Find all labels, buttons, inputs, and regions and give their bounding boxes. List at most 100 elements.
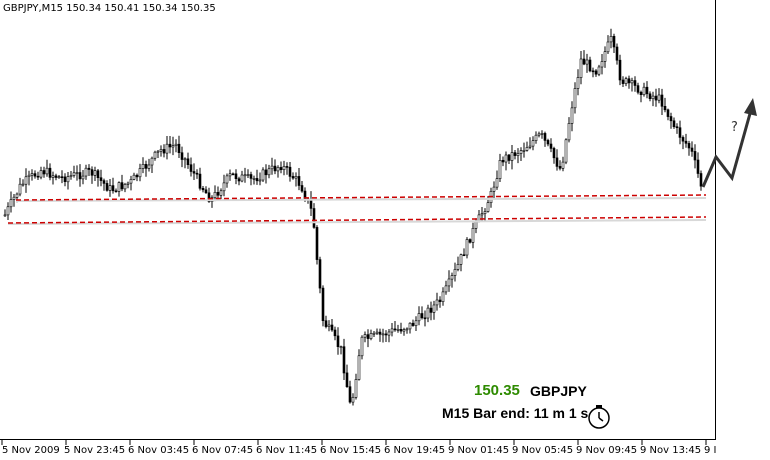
candle-body <box>105 183 109 191</box>
candle-body <box>324 320 328 327</box>
candle-body <box>543 133 547 141</box>
candle-body <box>276 167 280 172</box>
candle-body <box>48 167 52 178</box>
support-line-upper[interactable] <box>15 194 707 201</box>
candle-body <box>264 169 268 176</box>
candle-body <box>174 143 178 146</box>
candle-body <box>261 169 265 181</box>
candle-body <box>441 291 445 302</box>
candle-body <box>129 179 133 184</box>
candle-body <box>198 173 202 189</box>
time-label: 6 Nov 11:45 <box>256 445 318 456</box>
candle-body <box>372 332 376 335</box>
candle-body <box>588 59 592 72</box>
candle-body <box>99 177 103 181</box>
candle-body <box>87 167 91 170</box>
candle-body <box>369 333 373 339</box>
candle-body <box>84 167 88 177</box>
candle-body <box>189 164 193 172</box>
candle-body <box>387 331 391 336</box>
candle-body <box>240 174 244 182</box>
candle-body <box>522 150 526 152</box>
candle-body <box>366 334 370 339</box>
candle-body <box>282 166 286 170</box>
candle-body <box>27 174 31 177</box>
candle-body <box>171 145 175 148</box>
time-label: 9 Nov 09:45 <box>576 445 638 456</box>
question-mark: ? <box>731 120 738 135</box>
candle-body <box>315 227 319 260</box>
candle-body <box>288 166 292 177</box>
candle-body <box>495 178 499 188</box>
candle-body <box>579 58 583 78</box>
chart-header: GBPJPY,M15 150.34 150.41 150.34 150.35 <box>3 3 216 14</box>
candle-body <box>498 160 502 180</box>
candle-body <box>510 152 514 161</box>
candle-body <box>516 153 520 156</box>
support-line-lower[interactable] <box>7 216 707 224</box>
candle-body <box>318 259 322 289</box>
candlestick-series <box>3 28 703 406</box>
candle-body <box>453 269 457 276</box>
candle-body <box>222 182 226 192</box>
candle-body <box>231 173 235 176</box>
candle-body <box>339 346 343 349</box>
candle-body <box>168 143 172 148</box>
candle-body <box>330 324 334 331</box>
candle-body <box>519 150 523 154</box>
candle-body <box>411 322 415 326</box>
candle-body <box>423 317 427 320</box>
candle-body <box>96 170 100 178</box>
candle-body <box>555 157 559 167</box>
symbol-label: GBPJPY <box>530 383 587 399</box>
candle-body <box>465 239 469 256</box>
candle-body <box>393 328 397 331</box>
candle-body <box>591 70 595 73</box>
candle-body <box>615 46 619 61</box>
candle-body <box>237 178 241 182</box>
candle-body <box>333 329 337 337</box>
support-line-upper-shadow <box>15 197 707 202</box>
candle-body <box>594 70 598 75</box>
candle-body <box>186 158 190 166</box>
time-axis-ticks <box>1 440 707 445</box>
candle-body <box>207 192 211 202</box>
candle-body <box>534 134 538 141</box>
candle-body <box>66 176 70 183</box>
candle-body <box>120 182 124 190</box>
candle-body <box>12 196 16 200</box>
candle-body <box>471 228 475 243</box>
candle-body <box>9 199 13 208</box>
candle-body <box>699 173 703 187</box>
time-label: 5 Nov 23:45 <box>64 445 126 456</box>
candle-body <box>678 127 682 138</box>
candle-body <box>327 324 331 327</box>
candle-body <box>582 58 586 65</box>
candle-body <box>483 211 487 214</box>
candle-body <box>294 176 298 179</box>
candle-body <box>123 184 127 190</box>
candle-body <box>57 176 61 178</box>
candle-body <box>399 328 403 332</box>
candle-body <box>600 61 604 68</box>
candle-body <box>684 140 688 144</box>
time-label: 9 I <box>704 445 717 456</box>
candle-body <box>480 213 484 216</box>
candle-body <box>18 183 22 195</box>
candle-body <box>540 133 544 135</box>
candle-body <box>273 165 277 172</box>
candle-body <box>312 208 316 228</box>
candle-body <box>192 171 196 174</box>
candle-body <box>297 176 301 186</box>
candle-body <box>135 174 139 178</box>
candle-body <box>396 328 400 331</box>
candle-body <box>141 164 145 169</box>
candle-body <box>108 185 112 191</box>
candle-body <box>570 107 574 124</box>
candle-body <box>612 35 616 48</box>
candle-body <box>216 192 220 196</box>
candle-body <box>696 159 700 174</box>
candle-body <box>609 35 613 43</box>
